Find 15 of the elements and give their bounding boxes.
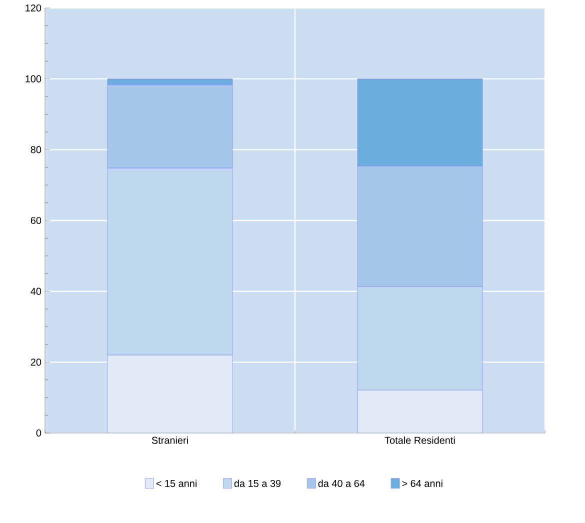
y-tick-label: 60 <box>30 216 42 224</box>
legend-label: da 15 a 39 <box>234 480 281 487</box>
y-tick-label: 100 <box>26 75 42 82</box>
y-tick-label: 80 <box>30 146 42 154</box>
x-tick-label: Stranieri <box>152 436 188 444</box>
legend-label: da 40 a 64 <box>318 480 365 487</box>
y-tick-label: 120 <box>26 4 42 12</box>
x-tick-label: Totale Residenti <box>384 436 455 444</box>
legend-label: > 64 anni <box>402 480 442 487</box>
y-tick-label: 40 <box>30 288 42 295</box>
bar <box>107 354 233 433</box>
y-tick-label: 20 <box>30 358 42 366</box>
legend-label: < 15 anni <box>156 480 196 487</box>
bar <box>357 390 483 433</box>
y-tick-label: 0 <box>36 429 42 437</box>
